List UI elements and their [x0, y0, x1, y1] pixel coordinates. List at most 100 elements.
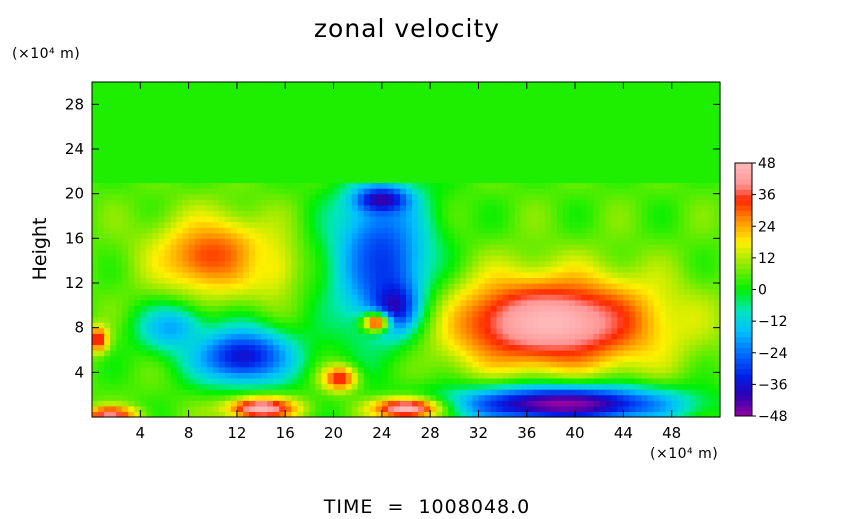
heatmap-cell [569, 182, 576, 189]
heatmap-cell [508, 227, 516, 234]
heatmap-cell [436, 232, 443, 239]
heatmap-cell [188, 154, 196, 161]
heatmap-cell [599, 283, 606, 290]
heatmap-cell [550, 238, 558, 245]
heatmap-cell [460, 355, 467, 362]
heatmap-cell [611, 283, 618, 290]
heatmap-cell [279, 372, 286, 379]
heatmap-cell [707, 361, 715, 368]
heatmap-cell [659, 377, 667, 385]
heatmap-cell [224, 316, 232, 323]
heatmap-cell [170, 316, 178, 323]
heatmap-cell [430, 204, 437, 212]
heatmap-cell [587, 411, 594, 418]
heatmap-cell [134, 344, 141, 351]
heatmap-cell [472, 305, 480, 312]
heatmap-cell [605, 288, 612, 295]
heatmap-cell [381, 389, 389, 396]
heatmap-cell [92, 171, 99, 178]
heatmap-cell [224, 310, 232, 318]
heatmap-cell [412, 232, 419, 239]
heatmap-cell [448, 160, 455, 167]
heatmap-cell [146, 389, 153, 396]
heatmap-cell [381, 154, 389, 161]
heatmap-cell [430, 171, 437, 178]
heatmap-cell [502, 149, 510, 156]
heatmap-cell [158, 344, 166, 351]
heatmap-cell [339, 372, 347, 379]
heatmap-cell [140, 338, 147, 346]
heatmap-cell [291, 299, 298, 306]
heatmap-cell [629, 165, 637, 172]
heatmap-cell [315, 271, 323, 279]
heatmap-cell [478, 322, 486, 329]
heatmap-cell [92, 400, 99, 407]
heatmap-cell [544, 400, 552, 407]
heatmap-cell [236, 322, 244, 329]
heatmap-cell [387, 288, 395, 295]
heatmap-cell [381, 344, 389, 351]
heatmap-cell [327, 271, 335, 279]
heatmap-cell [430, 389, 437, 396]
heatmap-cell [605, 299, 612, 306]
heatmap-cell [303, 221, 310, 228]
heatmap-cell [140, 193, 147, 200]
heatmap-cell [399, 171, 407, 178]
heatmap-cell [442, 176, 449, 184]
heatmap-cell [182, 288, 190, 295]
heatmap-cell [327, 350, 335, 357]
heatmap-cell [689, 389, 697, 396]
heatmap-cell [170, 232, 178, 239]
heatmap-cell [128, 260, 135, 267]
heatmap-cell [581, 227, 588, 234]
heatmap-cell [478, 249, 486, 256]
heatmap-cell [291, 199, 298, 206]
heatmap-cell [134, 355, 141, 362]
heatmap-cell [369, 160, 377, 167]
heatmap-cell [478, 165, 486, 172]
heatmap-cell [387, 271, 395, 279]
heatmap-cell [224, 333, 232, 340]
heatmap-cell [550, 277, 558, 284]
heatmap-cell [442, 160, 449, 167]
heatmap-cell [575, 232, 582, 239]
heatmap-cell [478, 305, 486, 312]
heatmap-cell [701, 366, 709, 373]
heatmap-cell [665, 204, 673, 212]
heatmap-cell [110, 176, 117, 184]
heatmap-cell [98, 366, 105, 373]
heatmap-cell [526, 271, 534, 279]
heatmap-cell [424, 271, 431, 279]
heatmap-cell [345, 199, 353, 206]
heatmap-cell [351, 288, 359, 295]
heatmap-cell [406, 411, 413, 418]
heatmap-cell [206, 333, 214, 340]
heatmap-cell [617, 299, 624, 306]
heatmap-cell [110, 344, 117, 351]
heatmap-cell [363, 188, 371, 195]
heatmap-cell [140, 149, 147, 156]
heatmap-cell [110, 199, 117, 206]
heatmap-cell [550, 160, 558, 167]
heatmap-cell [261, 227, 268, 234]
heatmap-cell [363, 204, 371, 212]
heatmap-cell [436, 260, 443, 267]
heatmap-cell [442, 305, 449, 312]
heatmap-cell [164, 176, 172, 184]
heatmap-cell [339, 188, 347, 195]
heatmap-cell [599, 299, 606, 306]
heatmap-cell [526, 383, 534, 390]
heatmap-cell [321, 310, 329, 318]
heatmap-cell [291, 394, 298, 401]
heatmap-cell [273, 327, 280, 334]
heatmap-cell [478, 350, 486, 357]
heatmap-cell [315, 294, 323, 301]
heatmap-cell [484, 193, 492, 200]
heatmap-cell [695, 216, 703, 223]
heatmap-cell [569, 383, 576, 390]
heatmap-cell [242, 238, 250, 245]
heatmap-cell [104, 322, 111, 329]
heatmap-cell [677, 216, 685, 223]
heatmap-cell [581, 333, 588, 340]
heatmap-cell [212, 210, 220, 217]
